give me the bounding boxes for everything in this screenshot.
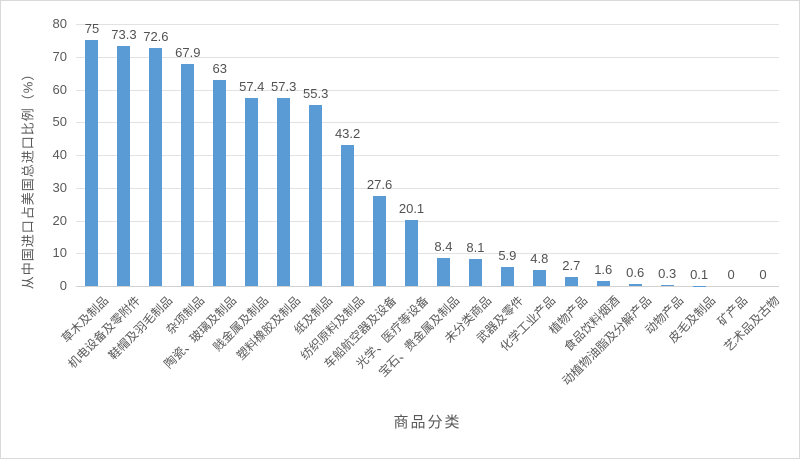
gridline [76,122,779,124]
bar-value-label: 43.2 [334,125,361,141]
bar-value-label: 0 [759,267,767,282]
y-tick-label: 0 [59,278,67,293]
bar [373,195,387,286]
bar-value-label: 57.3 [271,79,297,95]
bar-value-label: 20.1 [398,201,425,217]
bar [436,258,450,286]
y-tick-label: 20 [52,212,67,228]
gridline [76,56,779,58]
bar [405,220,419,286]
bar-value-label: 4.8 [530,251,549,267]
bar-value-label: 75 [84,21,100,37]
bar-value-label: 8.1 [466,240,485,256]
bar [277,98,291,286]
bar [341,144,355,286]
bar-value-label: 57.4 [239,79,265,94]
gridline [76,187,779,189]
gridline [76,286,779,287]
bar [660,285,674,286]
bar [245,98,259,286]
bar-value-label: 0.3 [658,266,677,282]
y-tick-label: 30 [52,179,67,195]
bar [468,259,482,286]
bar [149,48,163,286]
bar [117,45,131,286]
y-tick-label: 80 [52,16,67,31]
bar [628,284,642,286]
bar [213,79,227,286]
bar-value-label: 55.3 [303,85,329,101]
bar [596,280,610,286]
bar [564,277,578,286]
bar-value-label: 0 [727,267,735,282]
y-tick-label: 10 [52,245,67,261]
bar-value-label: 1.6 [594,261,613,277]
bar [532,270,546,286]
y-tick-label: 50 [52,114,67,130]
bar-value-label: 0.1 [690,266,709,282]
gridline [76,89,779,91]
bar [181,63,195,286]
bar-value-label: 5.9 [498,247,517,263]
gridline [76,253,779,255]
bar-value-label: 72.6 [143,29,169,45]
bar-value-label: 67.9 [175,44,201,60]
bar [309,104,323,286]
bar-value-label: 73.3 [111,26,137,42]
bar [500,266,514,286]
bar-value-label: 63 [212,60,228,76]
bar-value-label: 2.7 [562,258,581,274]
x-axis-title: 商品分类 [393,414,462,431]
gridline [76,155,779,156]
bar-value-label: 0.6 [626,265,645,281]
y-tick-label: 70 [52,48,67,64]
gridline [76,220,779,222]
bar [85,40,99,286]
bar-value-label: 8.4 [434,239,453,255]
y-tick-label: 60 [52,81,67,97]
bar-value-label: 27.6 [366,176,393,192]
y-tick-label: 40 [52,147,67,162]
gridline [76,24,779,25]
